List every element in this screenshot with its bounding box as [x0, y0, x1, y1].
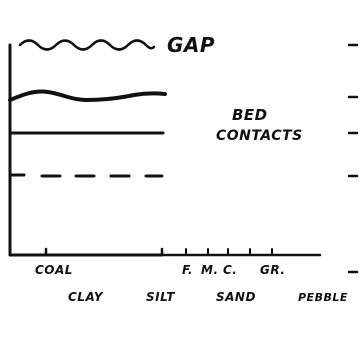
label-granule: GR. [260, 263, 285, 277]
label-contacts: CONTACTS [216, 128, 303, 144]
label-bed: BED [232, 106, 268, 124]
label-fine: F. [182, 263, 193, 277]
label-silt: SILT [146, 290, 175, 304]
right-edge-marks [347, 43, 359, 274]
label-coarse: C. [223, 263, 237, 277]
label-gap: GAP [167, 33, 215, 57]
label-sand: SAND [216, 290, 256, 304]
label-coal: COAL [35, 263, 73, 277]
gap-contact-line [18, 39, 156, 51]
grain-size-scale [160, 248, 322, 257]
gradational-contact-line [8, 173, 164, 178]
label-clay: CLAY [68, 290, 104, 304]
undulating-contact-line [8, 89, 167, 102]
label-pebble: PEBBLE [298, 291, 348, 304]
label-medium: M. [201, 263, 219, 277]
